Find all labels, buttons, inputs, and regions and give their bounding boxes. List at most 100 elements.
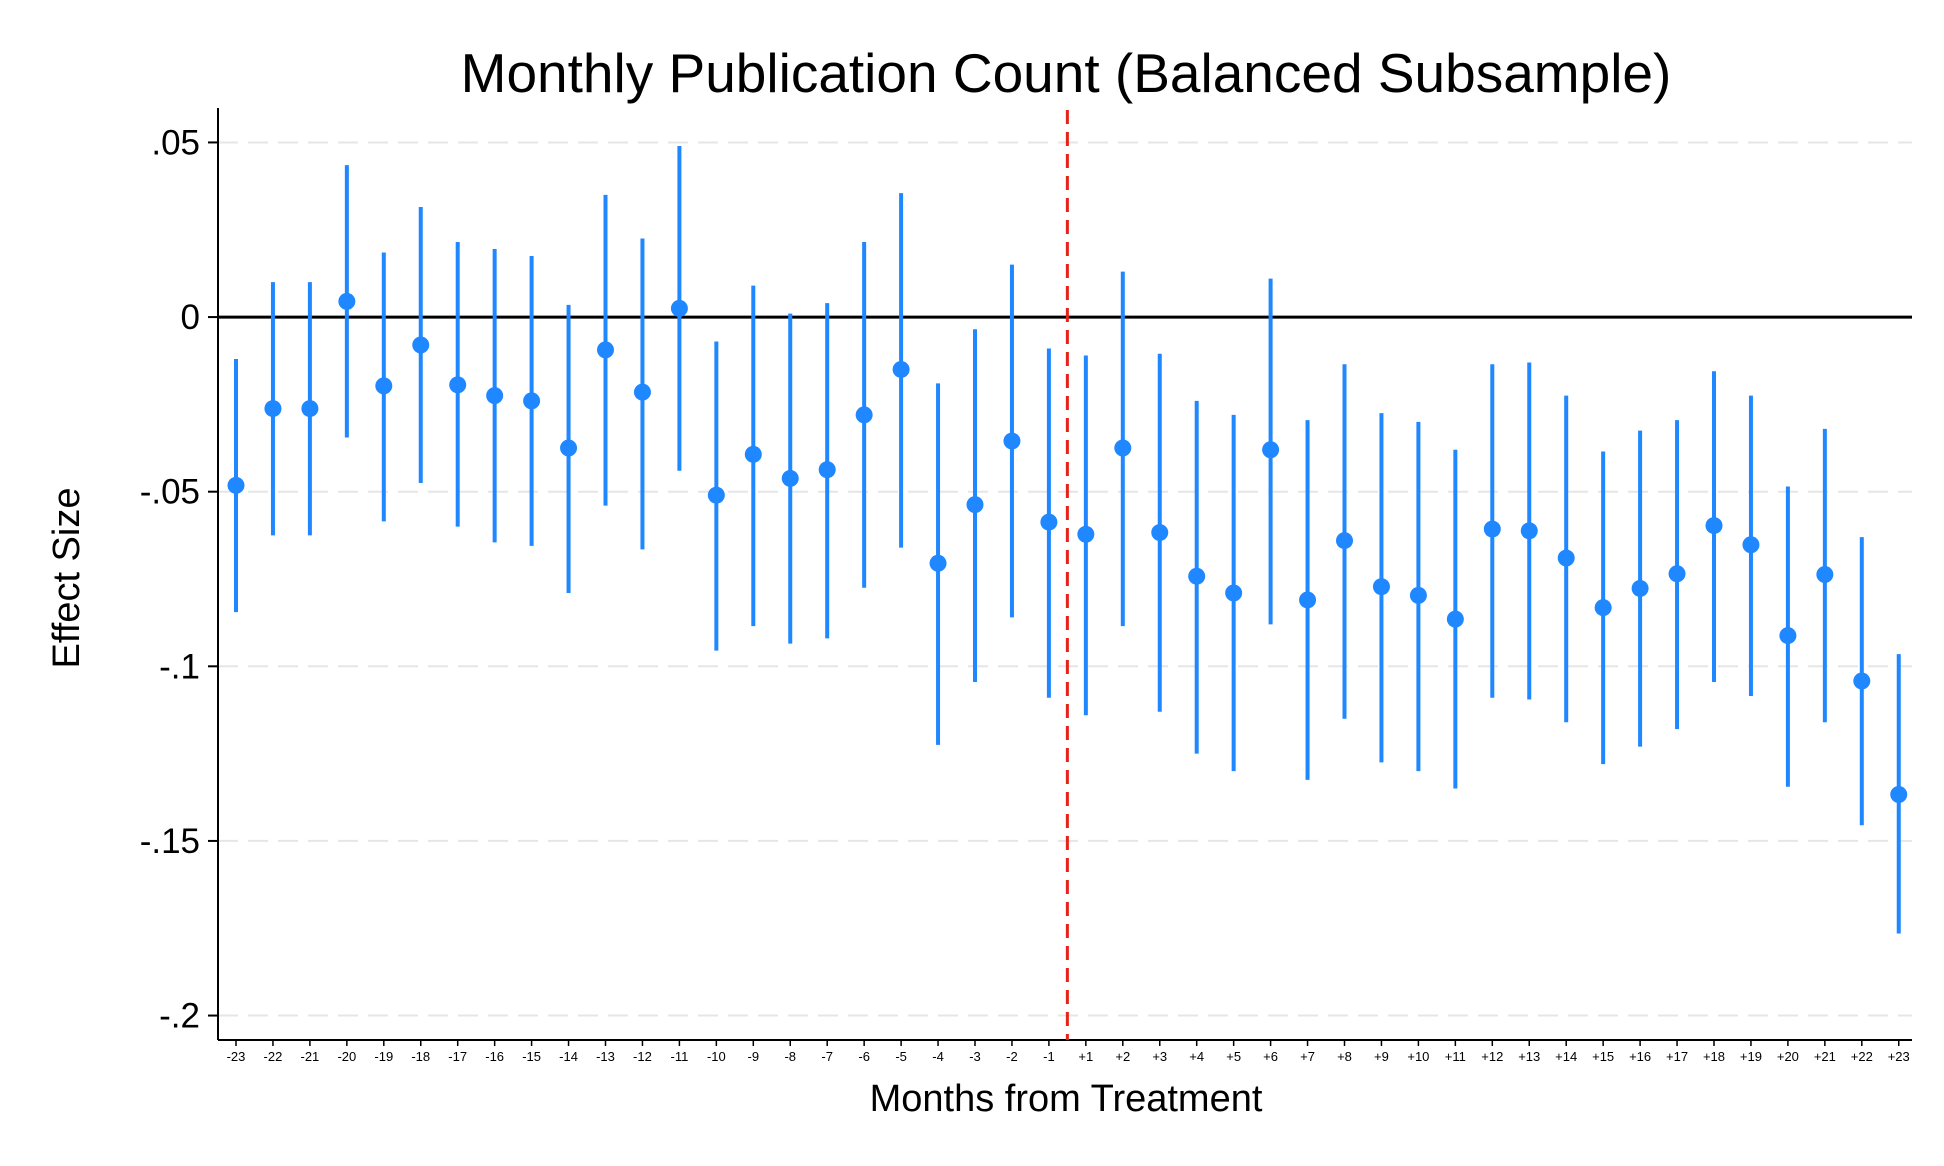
x-tick-label: -10 <box>707 1049 726 1064</box>
point-estimate <box>1336 532 1353 550</box>
x-tick-label: +3 <box>1152 1049 1167 1064</box>
x-tick-label: +13 <box>1518 1049 1540 1064</box>
point-estimate <box>744 445 762 463</box>
x-tick-label: +9 <box>1374 1049 1389 1064</box>
point-estimate <box>486 387 504 405</box>
axes <box>208 108 1912 1046</box>
data-marks <box>227 145 1908 934</box>
x-tick-label: -15 <box>522 1049 541 1064</box>
point-estimate <box>1299 591 1317 609</box>
point-estimate <box>523 392 541 410</box>
x-tick-label: +5 <box>1226 1049 1241 1064</box>
x-tick-label: +18 <box>1703 1049 1725 1064</box>
point-estimate <box>1668 565 1686 583</box>
point-estimate <box>1594 599 1612 617</box>
chart-title: Monthly Publication Count (Balanced Subs… <box>461 42 1672 104</box>
y-tick-label: -.05 <box>140 473 200 512</box>
point-estimate <box>1188 567 1206 585</box>
point-estimate <box>818 461 836 479</box>
point-estimate <box>1890 785 1908 803</box>
point-estimate <box>1409 586 1427 604</box>
x-tick-label: -11 <box>670 1049 688 1064</box>
x-tick-label: -3 <box>969 1049 981 1064</box>
y-tick-label: .05 <box>151 123 200 162</box>
point-estimate <box>966 496 984 514</box>
x-tick-label: -12 <box>633 1049 652 1064</box>
point-estimate <box>1114 439 1132 457</box>
point-estimate <box>707 486 725 504</box>
x-tick-label: -2 <box>1006 1049 1018 1064</box>
x-tick-label: +8 <box>1337 1049 1352 1064</box>
point-estimate <box>1705 517 1723 535</box>
y-axis-label: Effect Size <box>46 488 88 669</box>
point-estimate <box>1631 579 1649 597</box>
x-tick-label: +22 <box>1851 1049 1873 1064</box>
x-tick-label: +19 <box>1740 1049 1762 1064</box>
point-estimate <box>1077 525 1095 543</box>
point-estimate <box>1151 524 1169 542</box>
point-estimate <box>1520 522 1538 540</box>
x-tick-label: -23 <box>227 1049 246 1064</box>
x-tick-label: -4 <box>932 1049 944 1064</box>
x-tick-label: +2 <box>1115 1049 1130 1064</box>
x-tick-label: -1 <box>1043 1049 1055 1064</box>
point-estimate <box>560 439 578 457</box>
point-estimate <box>338 292 356 310</box>
x-tick-label: -7 <box>821 1049 833 1064</box>
point-estimate <box>1853 672 1871 690</box>
x-tick-label: +21 <box>1814 1049 1836 1064</box>
x-tick-label: +4 <box>1189 1049 1204 1064</box>
x-tick-label: -17 <box>448 1049 467 1064</box>
x-tick-label: +17 <box>1666 1049 1688 1064</box>
point-estimate <box>670 299 688 317</box>
x-tick-label: +23 <box>1888 1049 1910 1064</box>
y-tick-label: -.1 <box>159 647 200 686</box>
x-tick-label: +11 <box>1445 1049 1466 1064</box>
x-tick-label: -8 <box>784 1049 796 1064</box>
x-tick-label: +20 <box>1777 1049 1799 1064</box>
x-tick-label: -21 <box>301 1049 320 1064</box>
x-tick-label: -22 <box>264 1049 283 1064</box>
point-estimate <box>633 383 651 401</box>
x-tick-label: -19 <box>374 1049 393 1064</box>
x-tick-label: +7 <box>1300 1049 1315 1064</box>
point-estimate <box>855 406 873 424</box>
point-estimate <box>301 400 319 418</box>
x-tick-label: -13 <box>596 1049 615 1064</box>
x-tick-label: +15 <box>1592 1049 1614 1064</box>
x-tick-label: +12 <box>1481 1049 1503 1064</box>
x-tick-label: +16 <box>1629 1049 1651 1064</box>
point-estimate <box>264 400 282 418</box>
x-tick-label: +6 <box>1263 1049 1278 1064</box>
x-tick-label: -9 <box>748 1049 760 1064</box>
point-estimate <box>929 554 947 572</box>
y-tick-label: -.2 <box>159 997 200 1036</box>
point-estimate <box>1003 432 1021 450</box>
point-estimate <box>1040 513 1058 531</box>
point-estimate <box>375 377 393 395</box>
x-tick-label: -20 <box>337 1049 356 1064</box>
point-estimate <box>1742 536 1760 554</box>
point-estimate <box>597 341 614 359</box>
x-tick-label: +14 <box>1555 1049 1577 1064</box>
x-tick-label: -16 <box>485 1049 504 1064</box>
x-tick-label: -18 <box>411 1049 430 1064</box>
point-estimate <box>1372 578 1390 596</box>
point-estimate <box>1779 627 1797 645</box>
x-tick-label: -14 <box>559 1049 578 1064</box>
point-estimate <box>1446 610 1464 628</box>
x-tick-label: -6 <box>858 1049 870 1064</box>
x-tick-label: +1 <box>1078 1049 1093 1064</box>
point-estimate <box>449 376 467 394</box>
x-axis-label: Months from Treatment <box>870 1078 1263 1120</box>
point-estimate <box>412 336 430 354</box>
point-estimate <box>1225 584 1243 602</box>
point-estimate <box>227 476 245 494</box>
point-estimate <box>1262 441 1280 459</box>
point-estimate <box>892 360 910 378</box>
point-estimate <box>1557 549 1575 567</box>
point-estimate <box>1816 565 1834 583</box>
y-tick-label: -.15 <box>140 822 200 861</box>
point-estimate <box>1483 520 1501 538</box>
